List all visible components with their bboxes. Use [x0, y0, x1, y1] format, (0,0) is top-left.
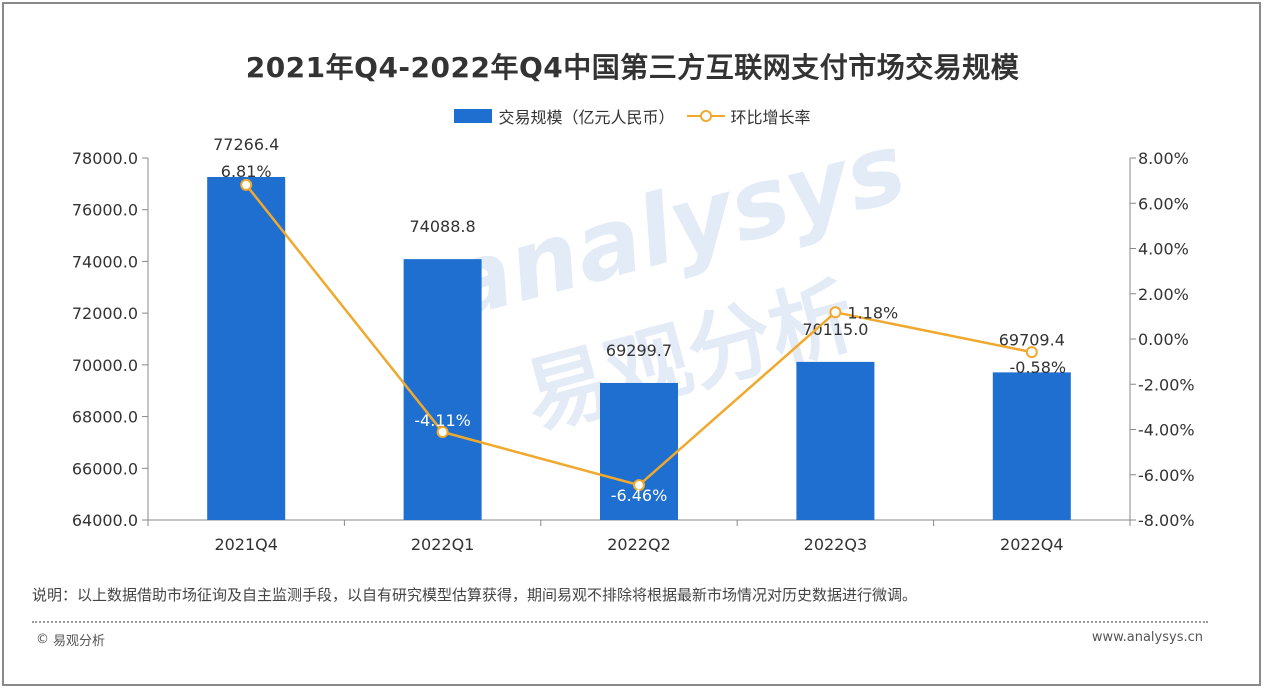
bar	[207, 176, 286, 520]
chart-title: 2021年Q4-2022年Q4中国第三方互联网支付市场交易规模	[245, 51, 1020, 84]
legend-bar-label: 交易规模（亿元人民币）	[498, 108, 675, 127]
x-tick-label: 2022Q1	[411, 535, 475, 554]
y-right-tick-label: 4.00%	[1138, 240, 1189, 259]
copyright-icon: ©	[36, 632, 49, 647]
y-right-tick-label: 2.00%	[1138, 285, 1189, 304]
bar	[600, 382, 678, 520]
growth-point	[436, 425, 449, 438]
y-right-tick-label: 0.00%	[1138, 330, 1189, 349]
y-left-tick-label: 76000.0	[72, 201, 138, 220]
footer-divider	[32, 621, 1208, 623]
growth-value-label: -6.46%	[611, 486, 668, 505]
bar-value-label: 69299.7	[606, 341, 672, 360]
y-right-tick-label: 6.00%	[1138, 194, 1189, 213]
y-right-tick-label: 8.00%	[1138, 149, 1189, 168]
x-tick-label: 2022Q3	[804, 535, 868, 554]
bar-value-label: 77266.4	[213, 135, 279, 154]
growth-point	[633, 479, 645, 492]
bar-value-label: 70115.0	[802, 320, 868, 339]
y-left-tick-label: 70000.0	[72, 356, 138, 375]
footer-source: © 易观分析	[36, 630, 105, 649]
legend-bar-swatch	[454, 109, 493, 123]
x-tick-label: 2022Q4	[1000, 535, 1064, 554]
bar-value-label: 74088.8	[410, 217, 476, 236]
growth-point	[240, 178, 253, 191]
y-right-tick-label: -8.00%	[1138, 511, 1195, 530]
footer-source-label: 易观分析	[53, 634, 106, 649]
bar	[992, 372, 1071, 520]
bar	[403, 259, 482, 520]
y-right-tick-label: -6.00%	[1138, 466, 1195, 485]
growth-value-label: 1.18%	[847, 303, 898, 322]
y-left-tick-label: 78000.0	[72, 149, 138, 168]
bar	[796, 361, 875, 520]
y-left-tick-label: 64000.0	[72, 511, 138, 530]
y-left-tick-label: 72000.0	[72, 304, 138, 323]
growth-point	[1025, 346, 1038, 359]
legend-item-bar: 交易规模（亿元人民币）	[454, 104, 675, 128]
growth-value-label: -4.11%	[414, 411, 471, 430]
legend-line-label: 环比增长率	[730, 108, 811, 127]
footnote: 说明：以上数据借助市场征询及自主监测手段，以自有研究模型估算获得，期间易观不排除…	[32, 586, 918, 604]
chart-legend: 交易规模（亿元人民币） 环比增长率	[0, 104, 1265, 128]
bar-value-label: 69709.4	[999, 330, 1065, 349]
legend-item-line: 环比增长率	[686, 104, 811, 128]
x-tick-label: 2022Q2	[607, 535, 671, 554]
y-left-tick-label: 68000.0	[72, 408, 138, 427]
growth-value-label: 6.81%	[221, 162, 272, 181]
y-left-tick-label: 74000.0	[72, 252, 138, 271]
y-right-tick-label: -4.00%	[1138, 421, 1195, 440]
growth-value-label: -0.58%	[1009, 358, 1066, 377]
growth-point	[829, 306, 842, 319]
x-tick-label: 2021Q4	[214, 535, 278, 554]
footer-url[interactable]: www.analysys.cn	[1091, 630, 1203, 645]
y-left-tick-label: 66000.0	[72, 459, 138, 478]
y-right-tick-label: -2.00%	[1138, 375, 1195, 394]
legend-line-swatch	[686, 109, 725, 123]
